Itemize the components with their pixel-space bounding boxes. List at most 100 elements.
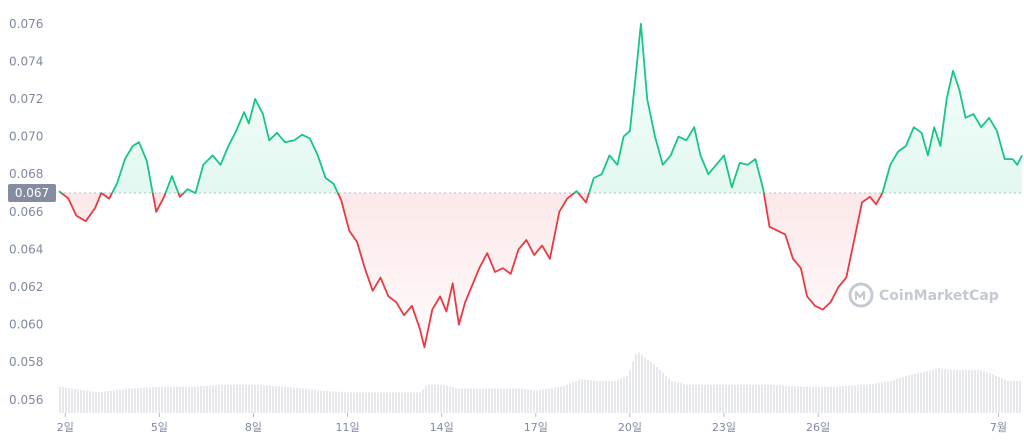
volume-bar (803, 386, 805, 413)
volume-bar (176, 386, 178, 413)
volume-bar (458, 388, 460, 413)
volume-bar (179, 386, 181, 413)
volume-bar (674, 381, 676, 413)
volume-bar (146, 387, 148, 413)
volume-bar (251, 384, 253, 413)
volume-bar (98, 392, 100, 413)
volume-bar (1019, 381, 1021, 413)
volume-bar (428, 384, 430, 413)
volume-bar (305, 389, 307, 413)
volume-bar (446, 385, 448, 413)
volume-bar (881, 382, 883, 413)
volume-bar (869, 384, 871, 413)
volume-bar (896, 378, 898, 413)
volume-bar (893, 380, 895, 413)
volume-bar (623, 377, 625, 413)
volume-bar (785, 385, 787, 413)
x-tick-label: 17일 (524, 420, 548, 434)
volume-bar (800, 386, 802, 413)
volume-bar (158, 386, 160, 413)
volume-bar (872, 383, 874, 413)
volume-bar (365, 392, 367, 413)
volume-bar (164, 386, 166, 413)
volume-bar (299, 388, 301, 413)
volume-bar (194, 386, 196, 413)
volume-bar (839, 386, 841, 413)
volume-bar (731, 384, 733, 413)
volume-bar (920, 372, 922, 413)
volume-bar (374, 392, 376, 413)
volume-bar (536, 390, 538, 413)
x-axis: 2일 5일 8일 11일 14일 17일 20일 23일 26일 7월 (57, 413, 1007, 434)
volume-bar (1016, 381, 1018, 413)
volume-bar (347, 392, 349, 413)
volume-bar (482, 388, 484, 413)
volume-bar (452, 387, 454, 413)
volume-bar (677, 382, 679, 413)
volume-bar (254, 384, 256, 413)
volume-bar (398, 392, 400, 413)
volume-bar (530, 389, 532, 413)
volume-bar (242, 384, 244, 413)
volume-bar (797, 386, 799, 413)
volume-bar (941, 368, 943, 413)
volume-bar (989, 373, 991, 413)
y-tick-label: 0.056 (9, 393, 43, 407)
volume-bar (956, 369, 958, 413)
volume-bar (887, 381, 889, 413)
price-line-up (58, 22, 1023, 193)
y-tick-label: 0.060 (9, 318, 43, 332)
volume-bar (185, 386, 187, 413)
volume-bar (488, 388, 490, 413)
volume-bar (410, 392, 412, 413)
baseline-tag-bg (8, 183, 56, 202)
baseline-tag: 0.067 (8, 183, 56, 202)
volume-bar (476, 388, 478, 413)
volume-bar (212, 385, 214, 413)
volume-bar (209, 385, 211, 413)
y-tick-label: 0.074 (9, 54, 43, 68)
volume-bar (605, 381, 607, 413)
x-tick-label: 5일 (151, 420, 168, 434)
volume-bar (806, 386, 808, 413)
volume-bar (107, 391, 109, 413)
volume-bar (926, 371, 928, 413)
volume-bar (431, 384, 433, 413)
volume-bar (842, 386, 844, 413)
volume-bar (617, 379, 619, 413)
volume-bar (89, 391, 91, 413)
volume-bar (113, 390, 115, 413)
volume-bar (671, 381, 673, 413)
volume-bar (557, 387, 559, 413)
volume-bar (911, 374, 913, 413)
volume-bar (644, 357, 646, 413)
y-tick-label: 0.076 (9, 17, 43, 31)
volume-bar (809, 386, 811, 413)
area-above-baseline (59, 23, 1022, 193)
volume-bar (284, 386, 286, 413)
volume-bar (191, 386, 193, 413)
volume-bar (167, 386, 169, 413)
volume-bar (368, 392, 370, 413)
volume-bar (614, 381, 616, 413)
volume-bar (506, 388, 508, 413)
volume-bar (599, 381, 601, 413)
volume-bar (686, 384, 688, 413)
volume-bar (71, 388, 73, 413)
volume-bar (206, 385, 208, 413)
volume-bar (524, 389, 526, 413)
watermark-text: CoinMarketCap (879, 288, 999, 304)
volume-bar (689, 384, 691, 413)
volume-bar (647, 359, 649, 413)
volume-bar (341, 391, 343, 413)
volume-bar (641, 354, 643, 413)
volume-bar (572, 382, 574, 413)
volume-bar (92, 391, 94, 413)
volume-bar (86, 390, 88, 413)
volume-bar (485, 388, 487, 413)
volume-bar (767, 384, 769, 413)
volume-bar (983, 371, 985, 413)
volume-bar (1010, 381, 1012, 413)
